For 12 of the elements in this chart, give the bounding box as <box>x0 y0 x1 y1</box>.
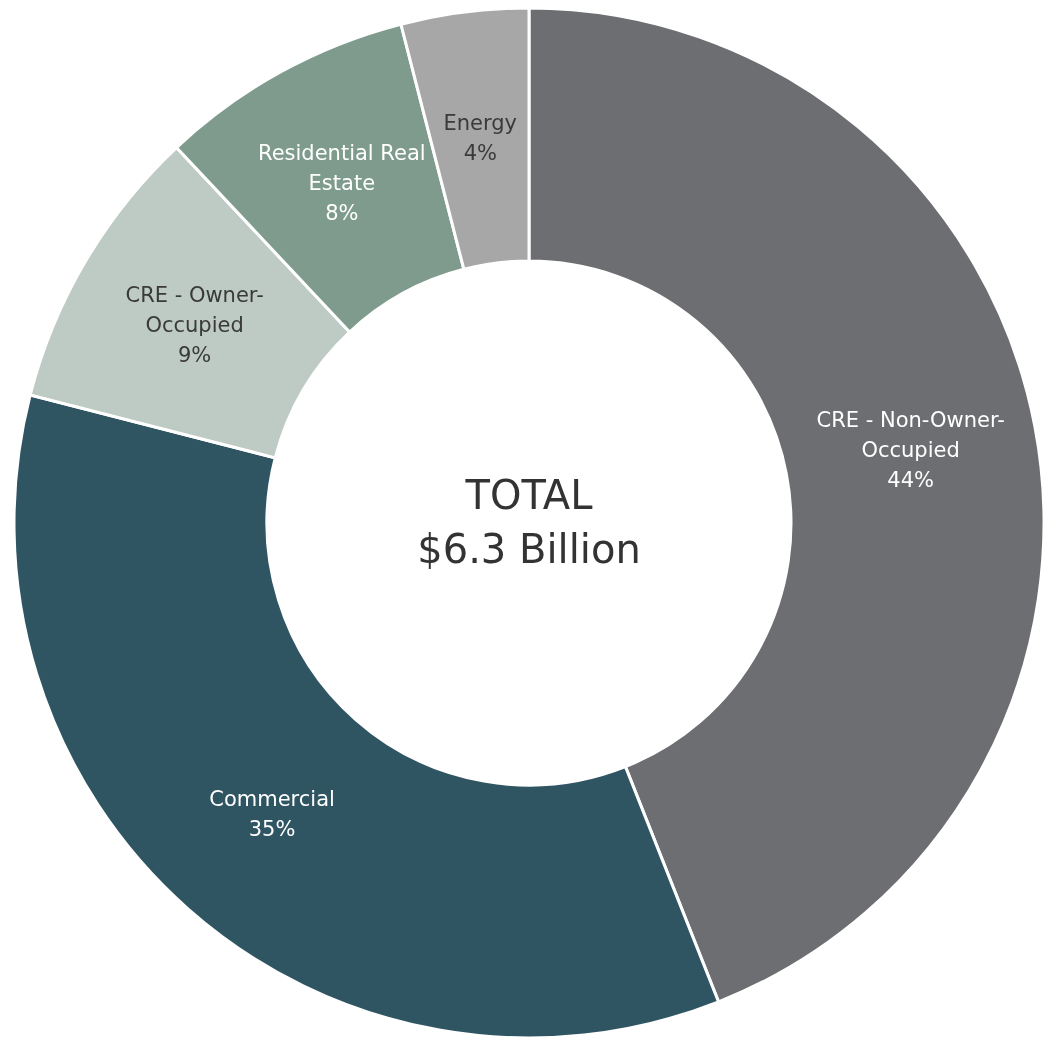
slice-label: Energy <box>443 110 518 135</box>
slice-label: Commercial <box>209 787 335 812</box>
text: $6.3 Billion <box>417 526 641 572</box>
slice-label: Residential Real Estate <box>258 140 426 195</box>
data-label: 35% <box>248 817 296 842</box>
data-label: 8% <box>325 200 359 225</box>
data-label: 44% <box>887 468 934 493</box>
data-label: 9% <box>177 343 212 368</box>
text: TOTAL <box>464 472 594 518</box>
slice-label: CRE - Owner-Occupied <box>125 283 264 338</box>
data-label: 4% <box>463 140 497 165</box>
slice-label: CRE - Non-Owner-Occupied <box>816 408 1005 463</box>
